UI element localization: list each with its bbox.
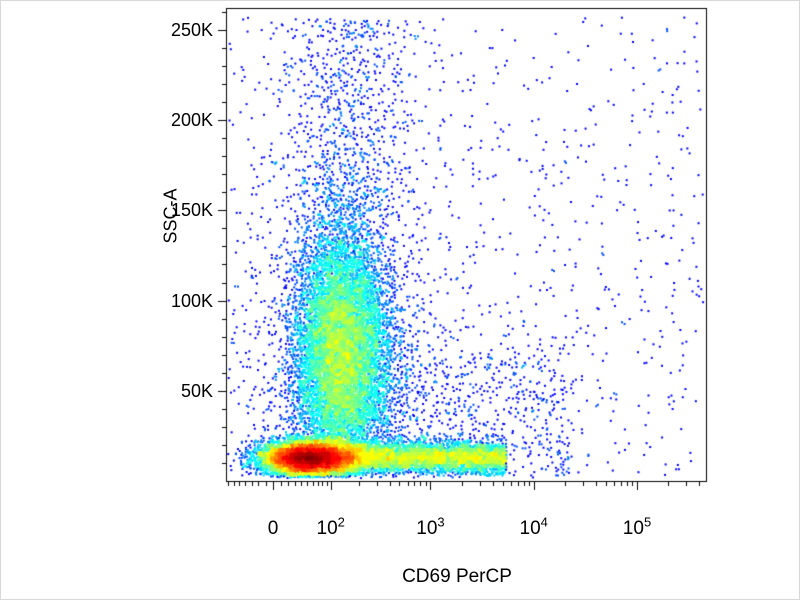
y-tick-label: 200K bbox=[170, 110, 213, 131]
y-tick-label: 50K bbox=[180, 380, 213, 401]
x-axis-title: CD69 PerCP bbox=[402, 566, 512, 587]
x-tick-label: 103 bbox=[416, 514, 445, 539]
y-tick-label: 100K bbox=[170, 290, 213, 311]
x-tick-label: 102 bbox=[316, 514, 345, 539]
x-tick-label: 0 bbox=[267, 518, 279, 539]
y-tick-label: 150K bbox=[170, 200, 213, 221]
x-tick-label: 105 bbox=[622, 514, 652, 539]
y-tick-label: 250K bbox=[170, 19, 213, 40]
x-tick-label: 104 bbox=[519, 514, 548, 539]
